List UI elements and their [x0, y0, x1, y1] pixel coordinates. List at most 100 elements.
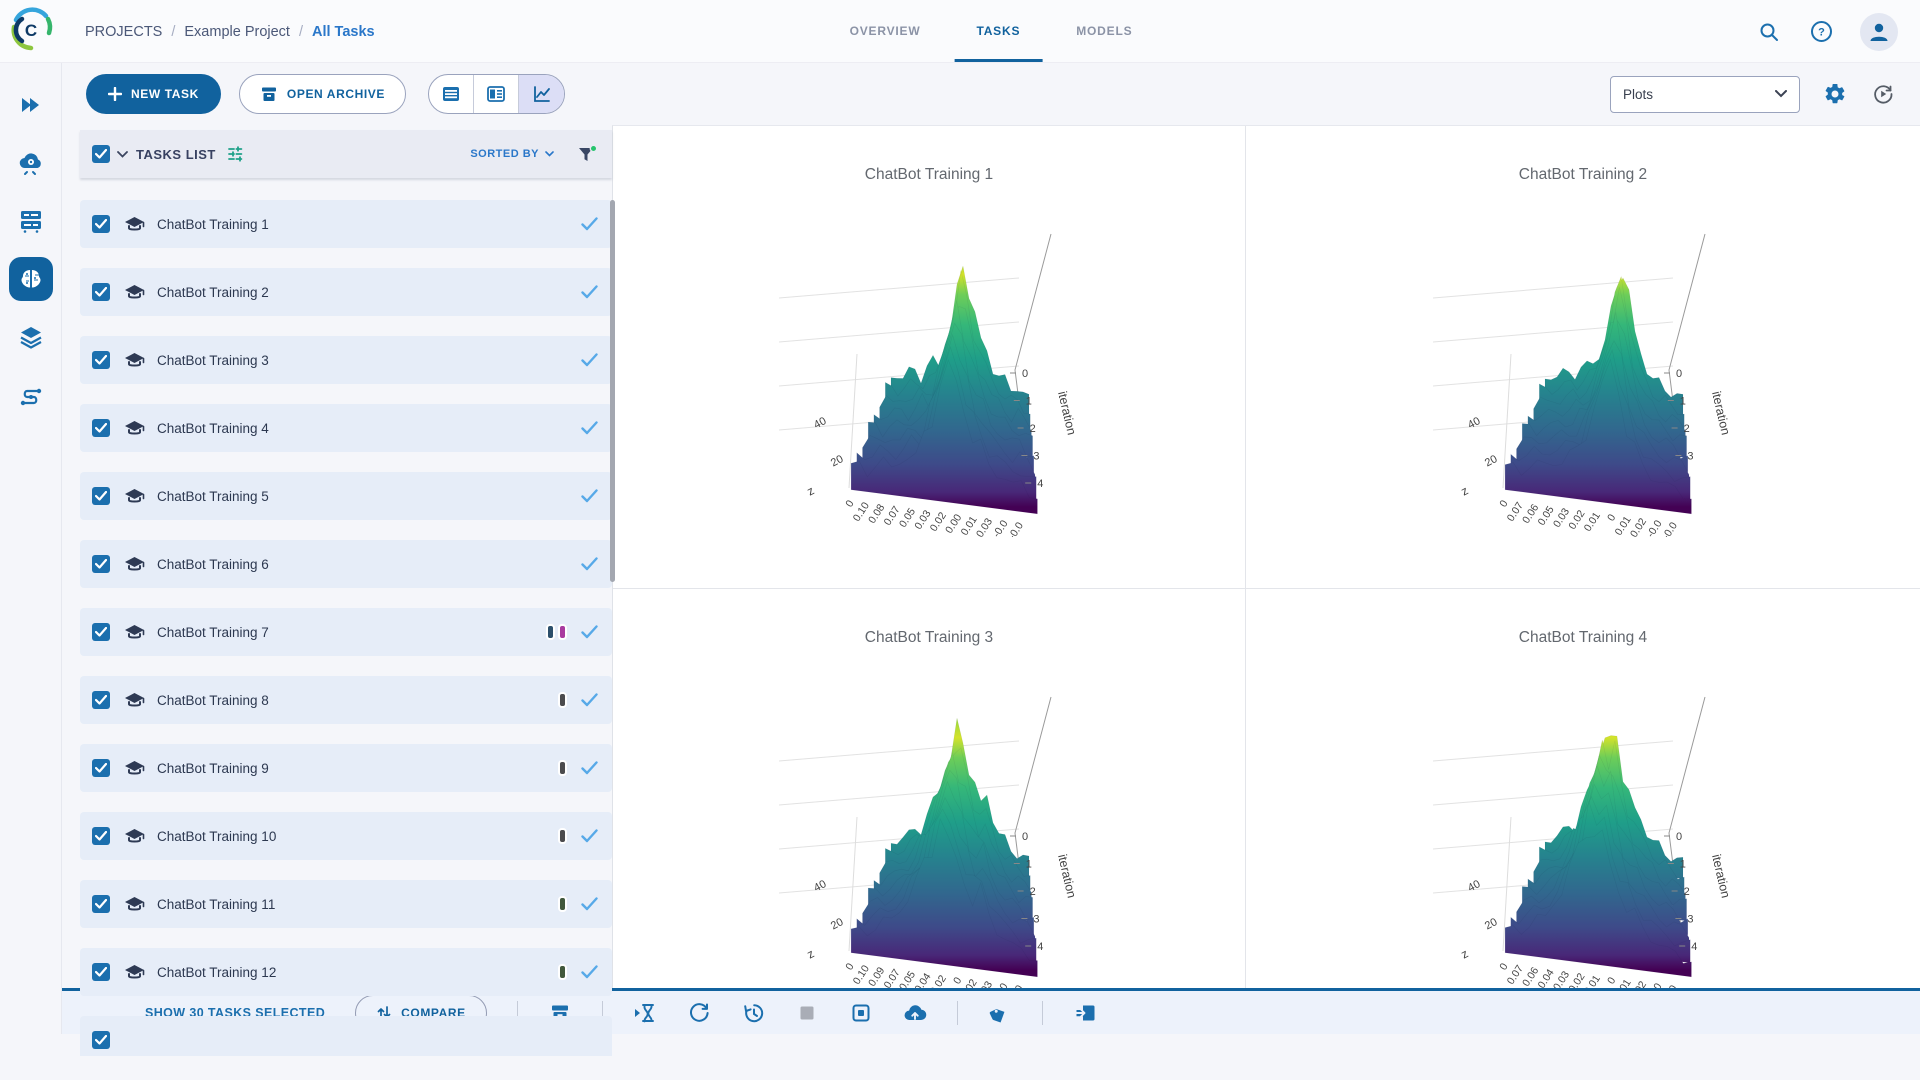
svg-text:C: C: [25, 21, 37, 40]
add-tag-action-button[interactable]: [988, 1001, 1012, 1025]
task-row[interactable]: ChatBot Training 10: [80, 812, 612, 860]
customize-columns-icon[interactable]: [226, 145, 246, 163]
svg-text:iteration: iteration: [1055, 853, 1079, 900]
surface-plot[interactable]: 4020z00.100.080.070.050.030.020.000.010.…: [699, 202, 1159, 537]
task-checkbox[interactable]: [92, 555, 110, 573]
task-row[interactable]: ChatBot Training 7: [80, 608, 612, 656]
task-type-icon: [125, 828, 145, 843]
svg-text:20: 20: [1483, 453, 1499, 469]
view-plots-button[interactable]: [519, 75, 565, 113]
task-name: ChatBot Training 11: [157, 896, 276, 912]
svg-text:0: 0: [1605, 975, 1618, 987]
retry-action-button[interactable]: [687, 1001, 711, 1025]
left-sidebar: [0, 63, 62, 1034]
svg-text:iteration: iteration: [1709, 390, 1733, 437]
task-checkbox[interactable]: [92, 759, 110, 777]
task-checkbox[interactable]: [92, 419, 110, 437]
task-status-completed-icon: [581, 285, 598, 299]
surface-plot[interactable]: 4020z00.100.090.070.050.040.0200.020.03-…: [699, 665, 1159, 988]
task-row[interactable]: ChatBot Training 2: [80, 268, 612, 316]
task-checkbox[interactable]: [92, 827, 110, 845]
abort-all-children-action-button[interactable]: [849, 1001, 873, 1025]
view-details-button[interactable]: [474, 75, 520, 113]
task-checkbox[interactable]: [92, 351, 110, 369]
sorted-by-control[interactable]: SORTED BY: [470, 148, 554, 160]
svg-text:iteration: iteration: [1055, 390, 1079, 437]
cloud-upload-icon: [904, 1004, 927, 1020]
task-row[interactable]: ChatBot Training 11: [80, 880, 612, 928]
view-mode-toggle: [428, 74, 566, 114]
divider: [516, 1000, 518, 1025]
svg-text:3: 3: [1033, 451, 1039, 463]
view-table-button[interactable]: [429, 75, 475, 113]
task-type-icon: [125, 896, 145, 911]
help-icon[interactable]: ?: [1808, 19, 1834, 45]
tasks-list-scrollbar[interactable]: [610, 200, 615, 582]
task-checkbox[interactable]: [92, 963, 110, 981]
task-row[interactable]: ChatBot Training 9: [80, 744, 612, 792]
svg-text:40: 40: [1466, 415, 1482, 431]
auto-refresh-icon[interactable]: [1870, 81, 1896, 107]
sidebar-item-pipelines[interactable]: [9, 373, 53, 417]
task-checkbox[interactable]: [92, 895, 110, 913]
select-all-caret-icon[interactable]: [117, 150, 128, 158]
clearml-logo-icon[interactable]: C: [8, 7, 54, 53]
sidebar-item-projects[interactable]: [8, 257, 53, 301]
settings-gear-icon[interactable]: [1822, 81, 1848, 107]
svg-text:4: 4: [1037, 478, 1043, 490]
task-row[interactable]: ChatBot Training 4: [80, 404, 612, 452]
tab-models[interactable]: MODELS: [1076, 23, 1133, 38]
reset-history-action-button[interactable]: [741, 1001, 765, 1025]
svg-text:40: 40: [812, 878, 828, 894]
sidebar-item-workers-queues[interactable]: [9, 199, 53, 243]
filter-icon[interactable]: [576, 144, 598, 165]
task-checkbox[interactable]: [92, 487, 110, 505]
svg-text:2: 2: [1684, 423, 1690, 435]
tag-chip: [558, 760, 567, 776]
task-checkbox[interactable]: [92, 691, 110, 709]
hourglass-play-icon: [634, 1003, 654, 1022]
task-checkbox[interactable]: [92, 215, 110, 233]
task-name: ChatBot Training 5: [157, 488, 269, 504]
task-row[interactable]: ChatBot Training 5: [80, 472, 612, 520]
breadcrumb-separator: /: [171, 23, 176, 40]
enqueue-action-button[interactable]: [633, 1001, 657, 1025]
svg-text:0: 0: [843, 961, 856, 973]
check-icon: [95, 627, 107, 637]
task-name: ChatBot Training 3: [157, 352, 269, 368]
move-to-project-action-button[interactable]: [1073, 1001, 1097, 1025]
task-row[interactable]: ChatBot Training 12: [80, 948, 612, 996]
svg-text:0: 0: [951, 975, 964, 987]
open-archive-button[interactable]: OPEN ARCHIVE: [238, 74, 407, 114]
sidebar-item-serving[interactable]: [9, 141, 53, 185]
tab-tasks[interactable]: TASKS: [954, 0, 1043, 62]
breadcrumb-project[interactable]: Example Project: [184, 23, 290, 40]
layers-icon: [19, 327, 42, 349]
tab-overview[interactable]: OVERVIEW: [849, 23, 921, 38]
svg-text:2: 2: [1030, 886, 1036, 898]
breadcrumb-projects[interactable]: PROJECTS: [85, 23, 163, 40]
svg-text:20: 20: [829, 916, 845, 932]
task-row[interactable]: ChatBot Training 3: [80, 336, 612, 384]
svg-text:z: z: [805, 483, 817, 498]
sidebar-item-datasets[interactable]: [9, 315, 53, 359]
tag-chip: [546, 624, 555, 640]
task-row-partial[interactable]: [80, 1016, 612, 1056]
new-task-button[interactable]: NEW TASK: [86, 74, 221, 114]
select-all-checkbox[interactable]: [92, 145, 110, 163]
task-checkbox[interactable]: [92, 623, 110, 641]
stop-square-icon: [800, 1006, 814, 1019]
task-row[interactable]: ChatBot Training 1: [80, 200, 612, 248]
task-row[interactable]: ChatBot Training 6: [80, 540, 612, 588]
metric-selector-dropdown[interactable]: Plots: [1610, 75, 1800, 113]
user-avatar[interactable]: [1860, 12, 1898, 51]
sidebar-item-dashboard[interactable]: [9, 83, 53, 127]
surface-plot[interactable]: 4020z00.070.060.040.030.020.0100.010.02-…: [1353, 665, 1813, 988]
svg-text:z: z: [805, 946, 817, 961]
task-row[interactable]: ChatBot Training 8: [80, 676, 612, 724]
search-icon[interactable]: [1756, 19, 1782, 45]
task-checkbox[interactable]: [92, 1031, 110, 1049]
publish-action-button[interactable]: [903, 1001, 927, 1025]
task-checkbox[interactable]: [92, 283, 110, 301]
